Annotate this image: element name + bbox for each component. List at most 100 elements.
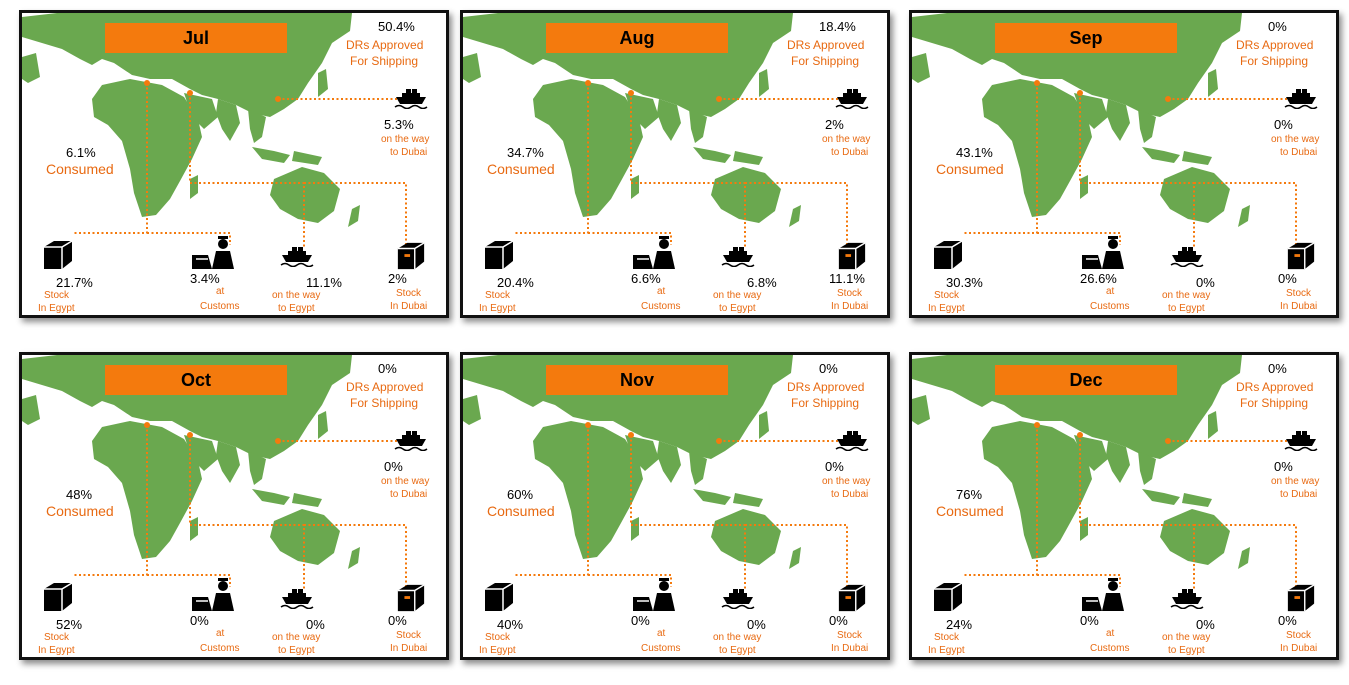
customs-officer-icon [1082,236,1124,269]
consumed-value: 43.1% [956,145,993,160]
ship-icon [1284,431,1318,451]
to-egypt-label: to Egypt [278,645,315,656]
consumed-value: 6.1% [66,145,96,160]
stock-egypt-label: Stock [44,632,70,643]
at-label: at [1106,286,1115,297]
on-way-egypt-label: on the way [1162,632,1211,643]
consumed-label: Consumed [46,503,114,519]
in-egypt-label: In Egypt [38,645,75,656]
to-dubai-label: to Dubai [1280,489,1318,500]
month-panel-aug: Aug 18.4% DRs Approved For Shipping 2% o… [460,10,890,318]
to-egypt-label: to Egypt [1168,645,1205,656]
for-shipping-label: For Shipping [350,396,419,410]
month-title: Aug [546,23,728,53]
on-way-dubai-value: 0% [1274,459,1293,474]
in-dubai-label: In Dubai [390,643,428,654]
stock-dubai-label: Stock [1286,630,1312,641]
stock-egypt-label: Stock [44,290,70,301]
on-way-dubai-label: on the way [381,476,430,487]
to-dubai-label: to Dubai [831,489,869,500]
month-title: Jul [105,23,287,53]
consumed-label: Consumed [487,503,555,519]
at-label: at [216,628,225,639]
stock-egypt-value: 40% [497,617,524,632]
customs-label: Customs [200,301,240,312]
box-icon [485,240,514,269]
ship-icon [721,247,755,267]
stock-dubai-value: 2% [388,271,407,286]
stock-egypt-label: Stock [934,632,960,643]
month-panel-oct: Oct 0% DRs Approved For Shipping 0% on t… [19,352,449,660]
on-way-dubai-value: 2% [825,117,844,132]
approved-label: DRs Approved [787,38,865,52]
world-map [22,355,407,589]
box-icon [485,582,514,611]
stock-dubai-label: Stock [837,288,863,299]
customs-officer-icon [192,578,234,611]
to-dubai-label: to Dubai [831,147,869,158]
on-way-dubai-label: on the way [1271,134,1320,145]
box-icon [934,240,963,269]
customs-value: 0% [190,613,209,628]
approved-label: DRs Approved [1236,38,1314,52]
in-dubai-label: In Dubai [831,301,869,312]
month-title: Sep [995,23,1177,53]
stock-dubai-value: 0% [829,613,848,628]
stock-dubai-value: 0% [388,613,407,628]
customs-value: 26.6% [1080,271,1117,286]
in-egypt-label: In Egypt [928,303,965,314]
consumed-value: 60% [507,487,534,502]
month-panel-sep: Sep 0% DRs Approved For Shipping 0% on t… [909,10,1339,318]
customs-officer-icon [1082,578,1124,611]
on-way-dubai-label: on the way [822,476,871,487]
in-dubai-label: In Dubai [1280,643,1318,654]
month-panel-dec: Dec 0% DRs Approved For Shipping 0% on t… [909,352,1339,660]
customs-officer-icon [633,578,675,611]
in-dubai-label: In Dubai [831,643,869,654]
month-title: Nov [546,365,728,395]
ship-icon [721,589,755,609]
approved-label: DRs Approved [1236,380,1314,394]
to-egypt-label: to Egypt [278,303,315,314]
month-panel-jul: Jul 50.4% DRs Approved For Shipping 5.3%… [19,10,449,318]
box-icon [1287,242,1315,270]
in-egypt-label: In Egypt [38,303,75,314]
approved-value: 0% [1268,19,1287,34]
box-icon [44,240,73,269]
for-shipping-label: For Shipping [1240,396,1309,410]
consumed-value: 48% [66,487,93,502]
customs-label: Customs [641,301,681,312]
stock-dubai-label: Stock [1286,288,1312,299]
customs-label: Customs [641,643,681,654]
ship-icon [280,247,314,267]
customs-value: 0% [1080,613,1099,628]
to-egypt-label: to Egypt [719,645,756,656]
to-egypt-label: to Egypt [1168,303,1205,314]
customs-value: 0% [631,613,650,628]
box-icon [838,242,866,270]
on-way-egypt-value: 0% [306,617,325,632]
month-panel-nov: Nov 0% DRs Approved For Shipping 0% on t… [460,352,890,660]
stock-egypt-label: Stock [485,290,511,301]
stock-egypt-value: 52% [56,617,83,632]
approved-value: 0% [819,361,838,376]
approved-label: DRs Approved [346,38,424,52]
stock-dubai-value: 0% [1278,271,1297,286]
approved-value: 0% [1268,361,1287,376]
box-icon [1287,584,1315,612]
stock-egypt-value: 24% [946,617,973,632]
on-way-dubai-value: 5.3% [384,117,414,132]
stock-egypt-value: 30.3% [946,275,983,290]
on-way-egypt-value: 0% [747,617,766,632]
at-label: at [657,628,666,639]
ship-icon [394,431,428,451]
customs-officer-icon [192,236,234,269]
customs-officer-icon [633,236,675,269]
on-way-dubai-value: 0% [384,459,403,474]
at-label: at [1106,628,1115,639]
stock-dubai-value: 11.1% [829,271,865,286]
ship-icon [835,431,869,451]
for-shipping-label: For Shipping [1240,54,1309,68]
on-way-dubai-label: on the way [822,134,871,145]
stock-dubai-label: Stock [396,630,422,641]
